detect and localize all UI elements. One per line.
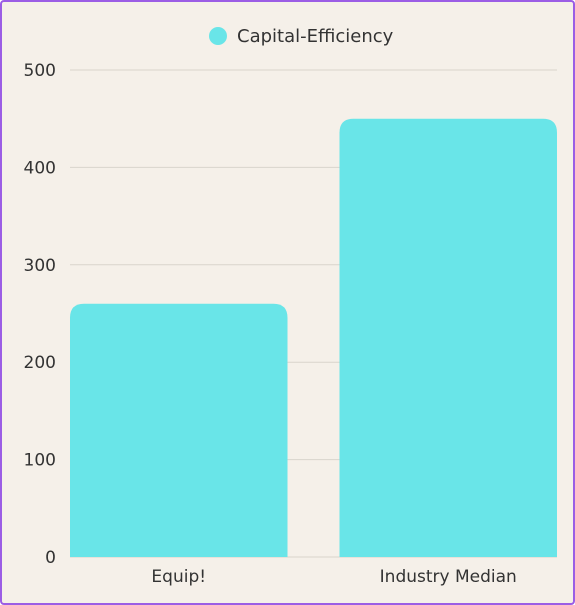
x-tick-label-0: Equip!: [151, 567, 206, 587]
x-axis-labels: Equip! Industry Median: [151, 567, 516, 587]
x-tick-label-1: Industry Median: [380, 567, 517, 587]
legend: Capital-Efficiency: [209, 26, 394, 47]
legend-swatch-capital-efficiency: [209, 27, 227, 45]
bar-industry-median: [339, 118, 557, 557]
bars: [70, 118, 557, 557]
y-tick-label-400: 400: [24, 158, 56, 178]
y-tick-label-0: 0: [45, 548, 56, 568]
y-axis-ticks: 0 100 200 300 400 500: [24, 61, 56, 568]
y-tick-label-200: 200: [24, 353, 56, 373]
y-tick-label-500: 500: [24, 61, 56, 81]
y-tick-label-100: 100: [24, 451, 56, 471]
legend-label-capital-efficiency: Capital-Efficiency: [237, 26, 394, 47]
bar-equip: [70, 303, 288, 557]
y-tick-label-300: 300: [24, 256, 56, 276]
